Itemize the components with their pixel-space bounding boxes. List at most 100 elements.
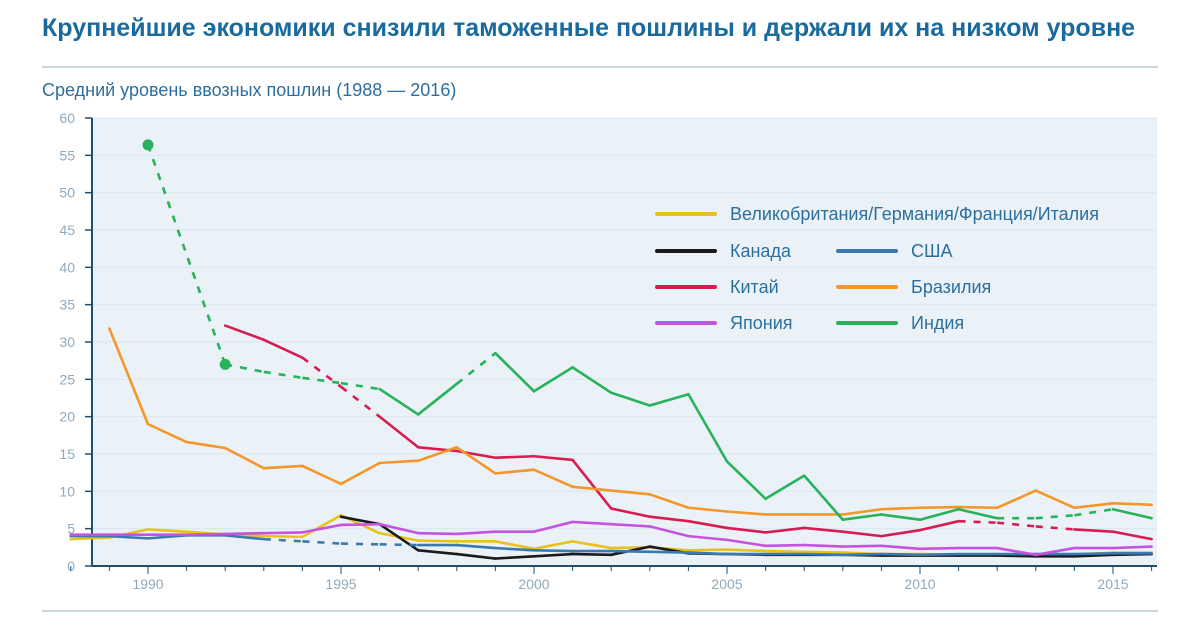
legend-label: Индия xyxy=(911,313,964,333)
x-tick-label: 2005 xyxy=(711,576,742,592)
line-segment xyxy=(764,549,806,554)
line-segment xyxy=(1073,528,1115,533)
line-segment xyxy=(571,458,613,510)
line-segment xyxy=(609,391,652,407)
line-segment xyxy=(1034,546,1076,557)
y-tick-label: 40 xyxy=(59,259,75,275)
line-segment xyxy=(494,546,536,552)
line-segment xyxy=(995,554,1038,558)
top-divider xyxy=(42,66,1158,68)
line-segment xyxy=(340,542,380,546)
series-lines xyxy=(69,139,1153,560)
line-segment xyxy=(455,543,497,550)
legend-label: Бразилия xyxy=(911,277,991,297)
line-segment xyxy=(957,505,999,510)
series-china xyxy=(223,324,1153,541)
line-segment xyxy=(339,461,381,486)
line-segment xyxy=(880,544,922,551)
x-tick-label: 2000 xyxy=(518,576,549,592)
line-segment xyxy=(841,530,883,538)
line-segment xyxy=(224,363,265,374)
line-segment xyxy=(494,540,536,551)
series-brazil xyxy=(108,327,1153,516)
bottom-divider xyxy=(42,610,1158,612)
y-tick-label: 20 xyxy=(59,409,75,425)
x-axis-ticks: 1990 1995 2000 2005 2010 2015 xyxy=(70,566,1153,592)
line-segment xyxy=(223,534,266,541)
line-segment xyxy=(609,489,652,496)
line-segment xyxy=(609,549,652,554)
y-axis-ticks: 051015202530354045505560 xyxy=(59,110,92,574)
line-segment xyxy=(725,526,767,534)
legend-label: Великобритания/Германия/Франция/Италия xyxy=(730,204,1099,224)
line-segment xyxy=(416,445,459,463)
line-segment xyxy=(263,537,303,543)
legend-item-japan: Япония xyxy=(655,313,793,333)
line-segment xyxy=(841,507,883,516)
line-segment xyxy=(455,530,497,536)
line-segment xyxy=(1111,507,1153,520)
line-segment xyxy=(223,324,266,342)
line-segment xyxy=(918,546,960,551)
line-segment xyxy=(339,515,381,526)
legend-label: Канада xyxy=(730,241,792,261)
line-segment xyxy=(764,543,806,548)
line-segment xyxy=(687,548,729,552)
line-segment xyxy=(494,454,536,460)
line-segment xyxy=(1073,501,1115,510)
line-segment xyxy=(648,525,690,538)
line-segment xyxy=(841,513,883,522)
line-segment xyxy=(880,513,922,522)
line-segment xyxy=(802,526,845,533)
legend-item-eu4: Великобритания/Германия/Франция/Италия xyxy=(655,204,1099,224)
legend-item-china: Китай xyxy=(655,277,779,297)
x-tick-label: 1990 xyxy=(132,576,163,592)
line-segment xyxy=(841,544,883,548)
line-segment xyxy=(687,392,729,463)
line-segment xyxy=(725,510,767,516)
line-segment xyxy=(416,531,459,536)
line-segment xyxy=(302,540,342,545)
line-segment xyxy=(108,534,150,540)
line-segment xyxy=(802,474,845,522)
line-segment xyxy=(648,515,690,523)
line-segment xyxy=(1035,513,1075,520)
line-segment xyxy=(378,387,420,416)
line-segment xyxy=(1034,489,1076,510)
line-segment xyxy=(455,552,497,560)
line-segment xyxy=(764,474,806,501)
legend-item-india: Индия xyxy=(836,313,964,333)
series-japan xyxy=(69,520,1153,557)
line-segment xyxy=(302,376,342,385)
legend-item-usa: США xyxy=(836,241,953,261)
chart-title: Крупнейшие экономики снизили таможенные … xyxy=(42,14,1136,42)
line-segment xyxy=(532,549,574,553)
y-tick-label: 30 xyxy=(59,334,75,350)
line-segment xyxy=(687,551,729,556)
x-tick-label: 2015 xyxy=(1097,576,1128,592)
line-segment xyxy=(301,464,343,486)
line-segment xyxy=(957,507,999,520)
line-segment xyxy=(1073,553,1115,558)
data-point-marker xyxy=(219,358,231,370)
line-segment xyxy=(262,531,304,535)
line-segment xyxy=(494,351,536,393)
line-segment xyxy=(108,327,150,426)
line-segment xyxy=(997,521,1036,528)
line-segment xyxy=(262,464,304,470)
line-segment xyxy=(1111,530,1153,541)
chart-subtitle: Средний уровень ввозных пошлин (1988 — 2… xyxy=(42,80,457,100)
line-segment xyxy=(918,552,960,557)
line-segment xyxy=(725,460,767,501)
line-segment xyxy=(416,539,459,543)
y-tick-label: 15 xyxy=(59,446,75,462)
y-tick-label: 45 xyxy=(59,222,75,238)
line-segment xyxy=(687,519,729,530)
line-segment xyxy=(378,522,420,535)
line-segment xyxy=(687,506,729,513)
y-tick-label: 5 xyxy=(67,521,75,537)
line-segment xyxy=(494,554,536,560)
y-tick-label: 25 xyxy=(59,371,75,387)
line-segment xyxy=(995,489,1038,510)
